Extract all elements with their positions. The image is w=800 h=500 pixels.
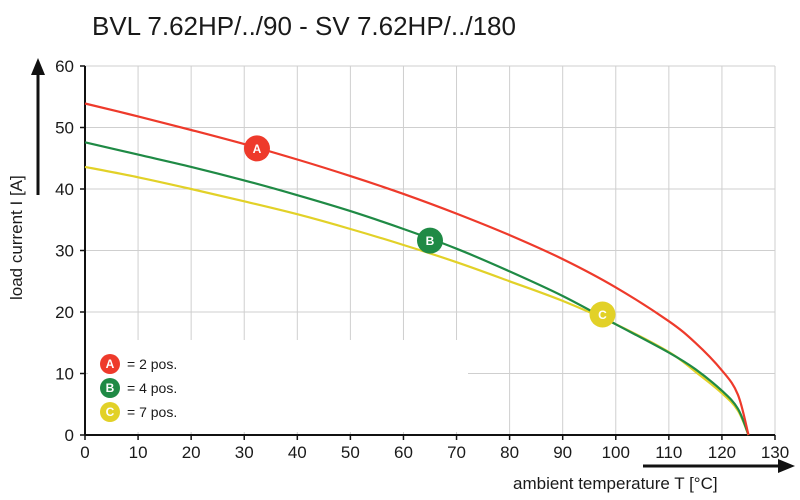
x-tick-label: 50 xyxy=(341,443,360,462)
chart-title: BVL 7.62HP/../90 - SV 7.62HP/../180 xyxy=(92,11,516,41)
legend-swatch-letter: B xyxy=(106,381,115,395)
legend: A = 2 pos. B = 4 pos. C = 7 pos. xyxy=(100,354,177,422)
x-tick-label: 20 xyxy=(182,443,201,462)
x-tick-label: 80 xyxy=(500,443,519,462)
x-tick-labels: 0 10 20 30 40 50 60 70 80 90 100 110 120 130 xyxy=(80,443,789,462)
legend-swatch-letter: A xyxy=(106,357,115,371)
legend-swatch-letter: C xyxy=(106,405,115,419)
y-tick-label: 30 xyxy=(55,242,74,261)
legend-label-a: = 2 pos. xyxy=(127,356,177,372)
legend-background xyxy=(88,340,468,432)
series-line-c xyxy=(84,165,750,436)
y-axis-label: load current I [A] xyxy=(7,175,26,300)
series-markers: A B C xyxy=(243,135,616,328)
x-tick-label: 130 xyxy=(761,443,789,462)
series-marker-letter-a: A xyxy=(253,142,262,156)
x-tick-label: 40 xyxy=(288,443,307,462)
series-line-a xyxy=(84,102,750,436)
y-tick-label: 10 xyxy=(55,365,74,384)
x-tick-label: 70 xyxy=(447,443,466,462)
x-tick-label: 60 xyxy=(394,443,413,462)
x-tick-label: 100 xyxy=(602,443,630,462)
x-tick-label: 120 xyxy=(708,443,736,462)
series-line-b xyxy=(84,141,750,436)
y-axis-arrow-head xyxy=(31,58,45,75)
series-marker-letter-b: B xyxy=(426,234,435,248)
x-tick-label: 10 xyxy=(129,443,148,462)
series-marker-b xyxy=(417,227,443,254)
x-tick-label: 30 xyxy=(235,443,254,462)
y-tick-label: 20 xyxy=(55,303,74,322)
y-tick-label: 40 xyxy=(55,180,74,199)
y-tick-label: 50 xyxy=(55,119,74,138)
x-tick-label: 0 xyxy=(80,443,89,462)
series-marker-letter-c: C xyxy=(598,308,607,322)
series-marker-a xyxy=(243,135,270,162)
series-marker-c xyxy=(589,301,616,328)
legend-swatch-c xyxy=(100,402,120,422)
legend-swatch-b xyxy=(100,378,120,398)
y-tick-labels: 0 10 20 30 40 50 60 xyxy=(55,57,74,445)
x-tick-label: 90 xyxy=(553,443,572,462)
legend-label-b: = 4 pos. xyxy=(127,380,177,396)
legend-area xyxy=(88,340,468,432)
legend-swatch-a xyxy=(100,354,120,374)
legend-label-c: = 7 pos. xyxy=(127,404,177,420)
x-tick-label: 110 xyxy=(655,443,682,462)
x-axis-arrow-head xyxy=(778,459,795,473)
y-tick-label: 0 xyxy=(65,426,74,445)
axes xyxy=(31,58,795,473)
x-axis-label: ambient temperature T [°C] xyxy=(513,474,718,493)
series-layer xyxy=(84,102,750,436)
y-tick-label: 60 xyxy=(55,57,74,76)
